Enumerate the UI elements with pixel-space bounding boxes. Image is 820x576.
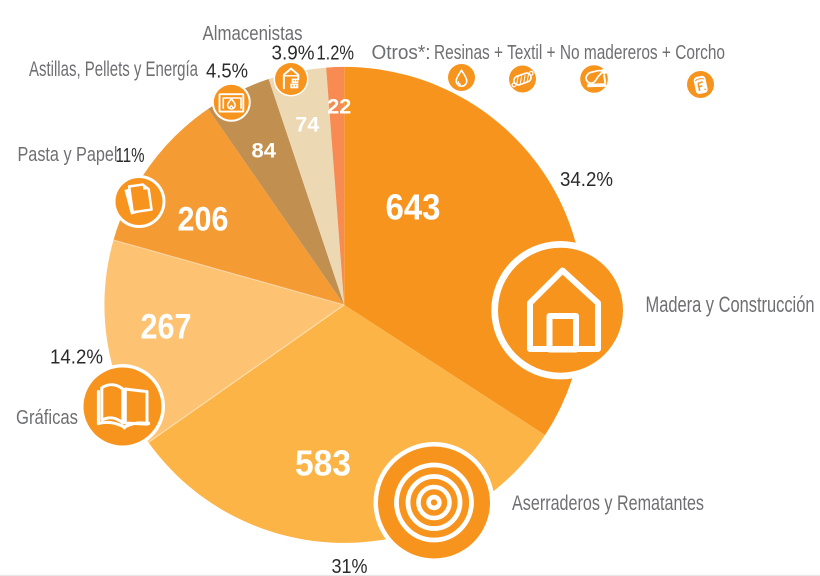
svg-text:Madera y Construcción: Madera y Construcción	[646, 292, 815, 317]
svg-text:1.2%: 1.2%	[317, 43, 355, 65]
svg-text:206: 206	[178, 201, 229, 239]
svg-text:11%: 11%	[116, 145, 145, 167]
svg-text:34.2%: 34.2%	[560, 169, 613, 191]
svg-text:4.5%: 4.5%	[206, 60, 248, 82]
svg-text:Gráficas: Gráficas	[16, 407, 78, 429]
svg-text:31%: 31%	[332, 556, 368, 576]
svg-text:74: 74	[295, 114, 319, 137]
svg-text:Almacenistas: Almacenistas	[203, 23, 303, 45]
svg-text:Astillas, Pellets y Energía: Astillas, Pellets y Energía	[29, 58, 198, 81]
svg-text:643: 643	[386, 187, 441, 228]
svg-text:3.9%: 3.9%	[272, 43, 315, 65]
svg-text:22: 22	[327, 95, 351, 119]
svg-text:Aserraderos y Rematantes: Aserraderos y Rematantes	[512, 492, 704, 515]
svg-text:583: 583	[295, 442, 351, 483]
svg-text:Resinas + Textil + No maderero: Resinas + Textil + No madereros + Corcho	[434, 42, 725, 64]
svg-text:267: 267	[141, 306, 192, 346]
svg-text:14.2%: 14.2%	[50, 346, 103, 368]
svg-text:Pasta y Papel: Pasta y Papel	[18, 144, 118, 166]
svg-text:Otros*:: Otros*:	[372, 42, 431, 64]
svg-text:84: 84	[252, 139, 277, 162]
